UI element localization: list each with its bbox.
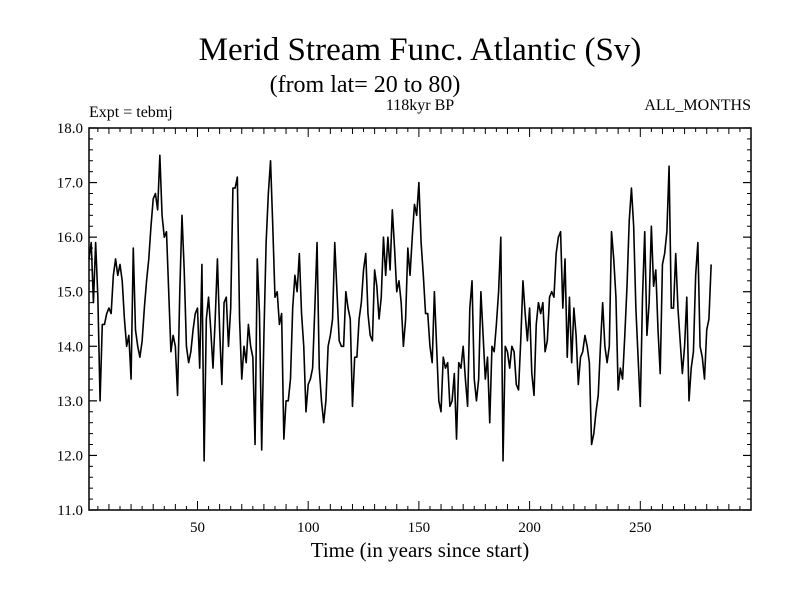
plot-frame — [88, 127, 752, 511]
chart-subtitle: (from lat= 20 to 80) — [270, 72, 461, 98]
y-tick-label: 14.0 — [57, 339, 83, 355]
period-label: 118kyr BP — [386, 97, 454, 114]
y-tick-label: 11.0 — [57, 503, 83, 519]
y-tick-label: 17.0 — [57, 176, 83, 192]
y-axis: 11.0 12.0 13.0 14.0 15.0 16.0 17.0 18.0 — [57, 121, 751, 519]
x-tick-label: 150 — [408, 520, 431, 536]
months-label: ALL_MONTHS — [644, 97, 751, 114]
y-tick-label: 13.0 — [57, 394, 83, 410]
y-tick-label: 12.0 — [57, 448, 83, 464]
x-tick-label: 50 — [190, 520, 205, 536]
x-axis: 50 100 150 200 250 — [97, 128, 752, 536]
x-tick-label: 200 — [518, 520, 541, 536]
series-line — [88, 154, 712, 462]
y-tick-label: 18.0 — [57, 121, 83, 137]
y-tick-label: 15.0 — [57, 285, 83, 301]
experiment-label: Expt = tebmj — [89, 104, 173, 121]
y-tick-label: 16.0 — [57, 230, 83, 246]
x-axis-label: Time (in years since start) — [311, 538, 530, 562]
x-tick-label: 250 — [629, 520, 652, 536]
chart-title: Merid Stream Func. Atlantic (Sv) — [199, 32, 642, 68]
x-tick-label: 100 — [297, 520, 320, 536]
